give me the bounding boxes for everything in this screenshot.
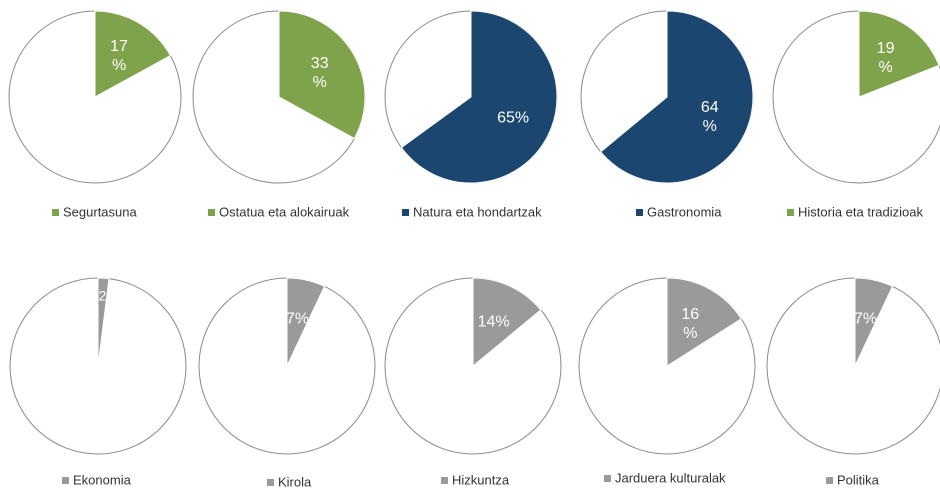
value-label: 19 % bbox=[876, 39, 895, 76]
pie-slice bbox=[858, 10, 940, 98]
value-label: 7% bbox=[285, 310, 310, 328]
pie-slice bbox=[94, 10, 172, 98]
legend-label: Gastronomia bbox=[647, 204, 722, 219]
value-label: 7% bbox=[853, 310, 878, 328]
legend-swatch bbox=[208, 209, 215, 216]
legend-label: Kirola bbox=[278, 474, 312, 489]
value-label: 2 bbox=[98, 287, 107, 304]
legend-label: Historia eta tradizioak bbox=[798, 204, 923, 219]
pie-slice bbox=[666, 277, 742, 367]
legend-swatch bbox=[62, 477, 69, 484]
legend-swatch bbox=[52, 209, 59, 216]
legend-swatch bbox=[604, 475, 611, 482]
legend-label: Natura eta hondartzak bbox=[413, 204, 542, 219]
value-label: 33 % bbox=[310, 54, 329, 91]
legend-label: Segurtasuna bbox=[63, 204, 137, 219]
legend-label: Ekonomia bbox=[73, 472, 132, 487]
legend-swatch bbox=[267, 479, 274, 486]
pie-slice bbox=[400, 10, 558, 184]
legend-swatch bbox=[441, 477, 448, 484]
legend-label: Jarduera kulturalak bbox=[615, 470, 726, 485]
pie-slice bbox=[97, 277, 110, 367]
legend-label: Politika bbox=[837, 472, 880, 487]
pie-slice bbox=[286, 277, 326, 367]
pie-slice bbox=[600, 10, 754, 184]
value-label: 64 % bbox=[700, 99, 719, 136]
pie-slice bbox=[854, 277, 894, 367]
legend-swatch bbox=[636, 209, 643, 216]
pie-slice bbox=[472, 277, 542, 368]
legend-label: Hizkuntza bbox=[452, 472, 510, 487]
pie-background bbox=[766, 277, 940, 455]
legend-swatch bbox=[402, 209, 409, 216]
value-label: 65% bbox=[497, 109, 530, 127]
value-label: 17 % bbox=[110, 38, 128, 75]
legend-label: Ostatua eta alokairuak bbox=[219, 204, 350, 219]
legend-swatch bbox=[787, 209, 794, 216]
value-label: 14% bbox=[477, 313, 510, 331]
legend-swatch bbox=[826, 477, 833, 484]
pie-slice bbox=[278, 10, 366, 140]
value-label: 16 % bbox=[681, 305, 700, 342]
